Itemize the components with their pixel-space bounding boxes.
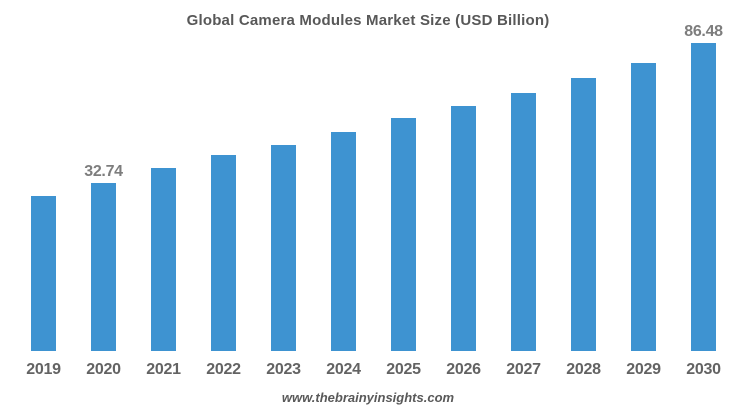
data-label-2030: 86.48 — [684, 23, 723, 40]
x-tick-2026: 2026 — [446, 361, 481, 378]
x-tick-2020: 2020 — [86, 361, 121, 378]
bar-2030 — [691, 43, 716, 351]
watermark-url: www.thebrainyinsights.com — [281, 390, 455, 405]
x-tick-2022: 2022 — [206, 361, 241, 378]
bar-2027 — [511, 93, 536, 351]
x-tick-2025: 2025 — [386, 361, 421, 378]
bar-2025 — [391, 118, 416, 351]
bar-2028 — [571, 78, 596, 351]
x-tick-2019: 2019 — [26, 361, 61, 378]
x-tick-2027: 2027 — [506, 361, 541, 378]
bar-2022 — [211, 155, 236, 351]
x-tick-2023: 2023 — [266, 361, 301, 378]
x-tick-2030: 2030 — [686, 361, 721, 378]
bar-2023 — [271, 145, 296, 351]
x-tick-2029: 2029 — [626, 361, 661, 378]
x-tick-2024: 2024 — [326, 361, 361, 378]
bar-2019 — [31, 196, 56, 351]
chart-title: Global Camera Modules Market Size (USD B… — [186, 12, 550, 29]
bar-2029 — [631, 63, 656, 351]
bar-2020 — [91, 183, 116, 351]
bar-2021 — [151, 168, 176, 351]
bar-2026 — [451, 106, 476, 351]
x-tick-2021: 2021 — [146, 361, 181, 378]
x-tick-2028: 2028 — [566, 361, 601, 378]
data-label-2020: 32.74 — [84, 163, 123, 180]
bar-2024 — [331, 132, 356, 351]
